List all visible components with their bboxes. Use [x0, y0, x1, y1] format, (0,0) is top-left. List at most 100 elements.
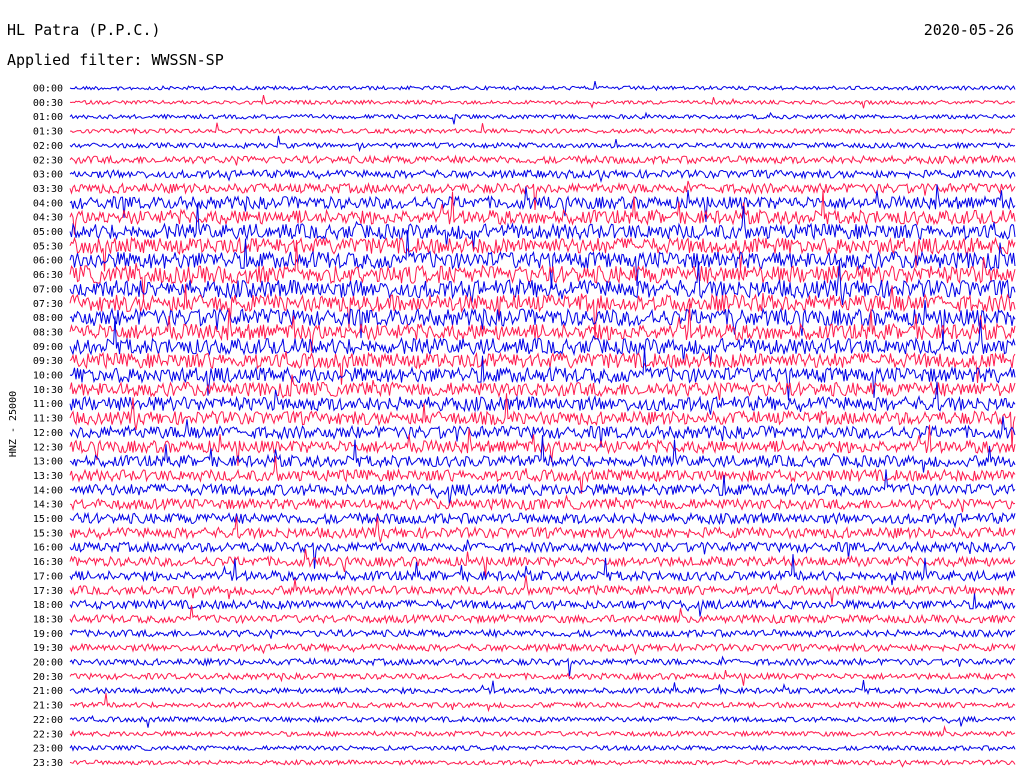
- trace-0900: [69, 316, 1016, 366]
- row-tick-label: 11:00: [33, 399, 63, 410]
- trace-1730: [69, 575, 1016, 605]
- date-label: 2020-05-26: [923, 21, 1014, 39]
- trace-2100: [69, 680, 1016, 696]
- row-tick-label: 02:30: [33, 155, 63, 166]
- trace-0330: [69, 180, 1016, 211]
- row-tick-label: 11:30: [33, 414, 63, 425]
- filter-label: Applied filter: WWSSN-SP: [7, 51, 224, 69]
- trace-0830: [69, 303, 1016, 352]
- trace-0600: [69, 230, 1016, 289]
- row-tick-label: 14:00: [33, 485, 63, 496]
- trace-1600: [69, 539, 1016, 569]
- row-tick-label: 08:30: [33, 327, 63, 338]
- row-tick-label: 15:00: [33, 514, 63, 525]
- tick-label-group: 00:00 00:30 01:00 01:30 02:00 02:30 03:00 03:30…: [33, 84, 63, 769]
- trace-1000: [69, 348, 1016, 401]
- row-tick-label: 19:30: [33, 643, 63, 654]
- trace-0000: [69, 80, 1016, 92]
- row-tick-label: 16:00: [33, 543, 63, 554]
- trace-2230: [69, 725, 1016, 738]
- row-tick-label: 07:00: [33, 284, 63, 295]
- row-tick-label: 09:00: [33, 342, 63, 353]
- trace-2200: [69, 715, 1016, 728]
- row-tick-label: 13:30: [33, 471, 63, 482]
- row-tick-label: 17:30: [33, 586, 63, 597]
- trace-1400: [69, 469, 1016, 506]
- row-tick-label: 22:30: [33, 729, 63, 740]
- trace-1630: [69, 549, 1016, 577]
- trace-1300: [69, 435, 1016, 473]
- row-tick-label: 14:30: [33, 500, 63, 511]
- trace-2030: [69, 669, 1016, 686]
- row-tick-label: 10:00: [33, 371, 63, 382]
- trace-1830: [69, 604, 1016, 625]
- row-tick-label: 08:00: [33, 313, 63, 324]
- row-tick-label: 17:00: [33, 571, 63, 582]
- trace-0700: [69, 261, 1016, 306]
- trace-0200: [69, 135, 1016, 153]
- row-tick-label: 19:00: [33, 629, 63, 640]
- row-tick-label: 05:30: [33, 241, 63, 252]
- trace-0800: [69, 300, 1016, 344]
- trace-0430: [69, 190, 1016, 235]
- row-tick-label: 20:00: [33, 658, 63, 669]
- row-tick-label: 10:30: [33, 385, 63, 396]
- row-tick-label: 15:30: [33, 528, 63, 539]
- trace-1530: [69, 516, 1016, 543]
- row-tick-label: 13:00: [33, 457, 63, 468]
- row-tick-label: 12:30: [33, 442, 63, 453]
- trace-2300: [69, 744, 1016, 752]
- row-tick-label: 01:00: [33, 112, 63, 123]
- row-tick-label: 05:00: [33, 227, 63, 238]
- row-tick-label: 18:30: [33, 614, 63, 625]
- trace-1800: [69, 593, 1016, 617]
- trace-1100: [69, 381, 1016, 415]
- trace-2330: [69, 758, 1016, 768]
- y-axis-label: HNZ - 25000: [8, 391, 19, 457]
- trace-group: [69, 80, 1016, 768]
- row-tick-label: 16:30: [33, 557, 63, 568]
- trace-0130: [70, 122, 1016, 135]
- trace-2000: [69, 655, 1016, 677]
- trace-0100: [69, 111, 1016, 125]
- row-tick-label: 21:30: [33, 701, 63, 712]
- row-tick-label: 00:30: [33, 98, 63, 109]
- trace-0500: [69, 203, 1016, 250]
- trace-0030: [69, 94, 1016, 109]
- station-title: HL Patra (P.P.C.): [7, 21, 161, 39]
- row-tick-label: 22:00: [33, 715, 63, 726]
- trace-0930: [69, 351, 1016, 385]
- trace-1130: [69, 393, 1016, 448]
- row-tick-label: 04:30: [33, 213, 63, 224]
- row-tick-label: 02:00: [33, 141, 63, 152]
- trace-1900: [69, 628, 1016, 639]
- trace-0730: [69, 284, 1016, 341]
- row-tick-label: 06:00: [33, 256, 63, 267]
- row-tick-label: 23:30: [33, 758, 63, 769]
- trace-1030: [69, 374, 1016, 401]
- trace-1700: [69, 554, 1016, 586]
- row-tick-label: 04:00: [33, 198, 63, 209]
- trace-0400: [69, 184, 1016, 222]
- row-tick-label: 03:00: [33, 170, 63, 181]
- trace-0530: [69, 236, 1016, 272]
- row-tick-label: 20:30: [33, 672, 63, 683]
- row-tick-label: 23:00: [33, 744, 63, 755]
- row-tick-label: 21:00: [33, 686, 63, 697]
- trace-1330: [69, 456, 1016, 494]
- row-tick-label: 06:30: [33, 270, 63, 281]
- row-tick-label: 09:30: [33, 356, 63, 367]
- row-tick-label: 01:30: [33, 127, 63, 138]
- row-tick-label: 00:00: [33, 84, 63, 95]
- row-tick-label: 12:00: [33, 428, 63, 439]
- row-tick-label: 07:30: [33, 299, 63, 310]
- row-tick-label: 18:00: [33, 600, 63, 611]
- trace-0300: [69, 168, 1016, 184]
- trace-1930: [69, 642, 1016, 656]
- trace-0230: [69, 154, 1016, 166]
- trace-1500: [69, 511, 1016, 529]
- trace-0630: [69, 240, 1016, 299]
- row-tick-label: 03:30: [33, 184, 63, 195]
- trace-1430: [69, 494, 1016, 513]
